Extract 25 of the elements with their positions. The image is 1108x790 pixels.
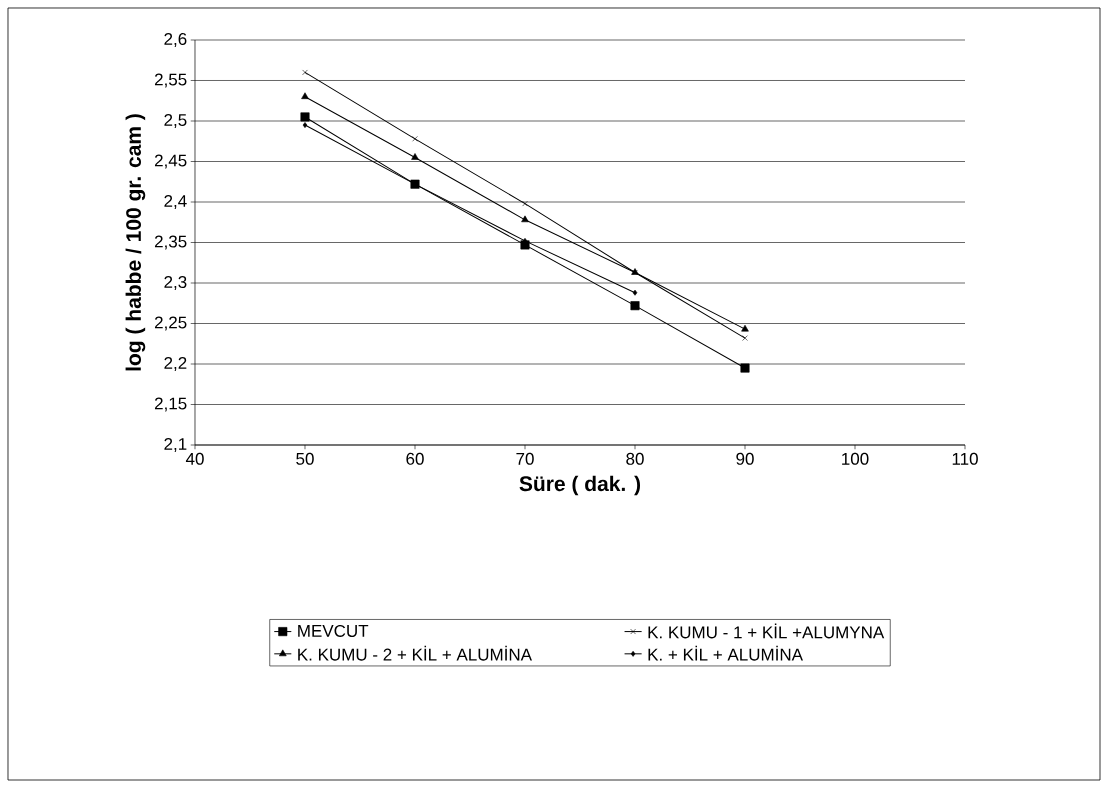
x-tick-label: 50 xyxy=(296,452,314,465)
x-tick-label: 60 xyxy=(406,452,424,465)
y-tick-label: 2,5 xyxy=(164,113,187,129)
legend-label: K. KUMU - 1 + KİL +ALUMYNA xyxy=(648,623,885,639)
y-tick-label: 2,15 xyxy=(154,397,187,412)
legend-label: K. KUMU - 2 + KİL + ALUMİNA xyxy=(298,645,532,661)
y-tick-label: 2,3 xyxy=(164,275,187,291)
y-tick-label: 2,6 xyxy=(164,32,187,48)
x-tick-label: 110 xyxy=(952,452,978,465)
y-tick-label: 2,25 xyxy=(154,316,187,331)
x-tick-label: 90 xyxy=(736,452,754,465)
x-tick-label: 80 xyxy=(626,452,644,465)
y-tick-label: 2,2 xyxy=(164,356,187,372)
legend-label: K. + KİL + ALUMİNA xyxy=(648,645,803,661)
y-tick-label: 2,1 xyxy=(164,437,187,453)
y-tick-label: 2,35 xyxy=(154,235,187,250)
x-tick-label: 70 xyxy=(516,452,534,465)
x-tick-label: 40 xyxy=(185,452,204,465)
y-tick-label: 2,4 xyxy=(164,194,187,210)
x-axis-title: Süre ( dak. ) xyxy=(519,475,641,496)
y-tick-label: 2,55 xyxy=(154,73,187,88)
x-tick-label: 100 xyxy=(842,452,869,465)
legend-label: MEVCUT xyxy=(298,624,369,637)
y-axis-title: log ( habbe / 100 gr. cam ) xyxy=(125,114,146,371)
y-tick-label: 2,45 xyxy=(154,154,187,169)
